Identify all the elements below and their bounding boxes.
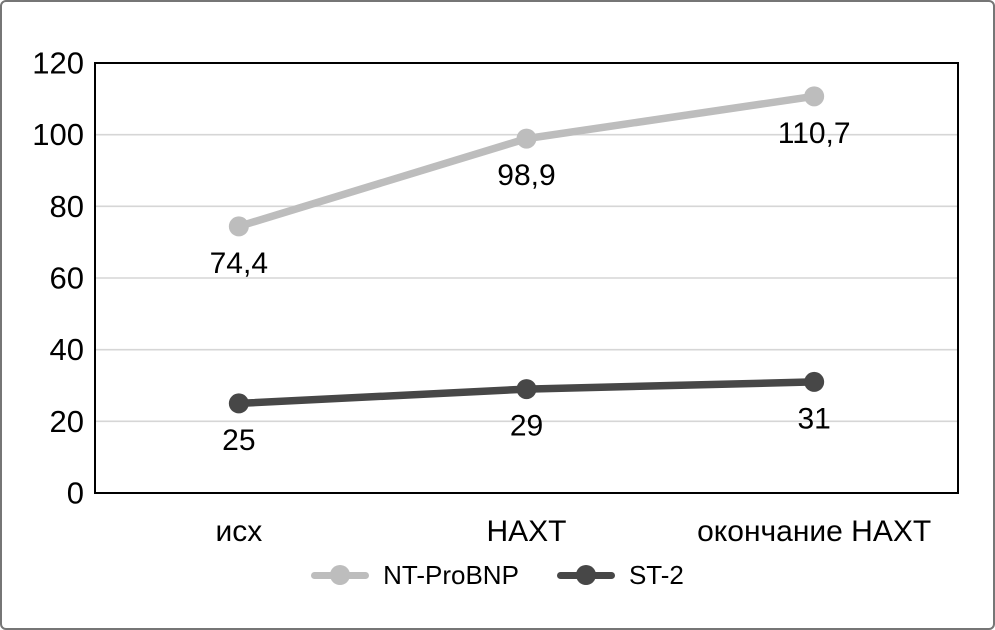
- y-axis-tick-label: 60: [50, 261, 84, 296]
- legend-item-nt-probnp: NT-ProBNP: [311, 562, 519, 588]
- chart-legend: NT-ProBNP ST-2: [2, 562, 993, 588]
- legend-dot-icon: [575, 565, 596, 585]
- plot-border: [94, 62, 959, 494]
- data-label: 29: [510, 410, 543, 443]
- data-label: 98,9: [497, 159, 555, 192]
- legend-label-nt-probnp: NT-ProBNP: [383, 560, 519, 590]
- legend-label-st-2: ST-2: [628, 560, 684, 590]
- y-axis-tick-label: 80: [50, 189, 84, 224]
- series-point-st-2: [804, 371, 825, 392]
- series-point-nt-probnp: [228, 216, 249, 237]
- x-axis-category-label: окончание НАХТ: [697, 515, 931, 548]
- legend-dot-icon: [330, 565, 351, 585]
- y-axis-tick-label: 120: [32, 46, 84, 81]
- legend-marker-st-2: [556, 564, 615, 586]
- series-point-nt-probnp: [804, 86, 825, 107]
- series-point-nt-probnp: [516, 128, 537, 149]
- data-label: 110,7: [778, 117, 851, 150]
- data-label: 74,4: [210, 247, 268, 280]
- y-axis-tick-label: 0: [67, 476, 84, 511]
- y-axis-tick-label: 40: [50, 332, 84, 367]
- data-label: 25: [222, 424, 255, 457]
- legend-item-st-2: ST-2: [556, 560, 684, 590]
- data-label: 31: [797, 402, 830, 435]
- series-point-st-2: [516, 379, 537, 400]
- y-axis-tick-label: 100: [32, 117, 84, 152]
- x-axis-category-label: НАХТ: [486, 515, 566, 548]
- series-point-st-2: [228, 393, 249, 414]
- y-axis-tick-label: 20: [50, 404, 84, 439]
- legend-marker-nt-probnp: [311, 564, 370, 586]
- x-axis-category-label: исх: [215, 515, 262, 548]
